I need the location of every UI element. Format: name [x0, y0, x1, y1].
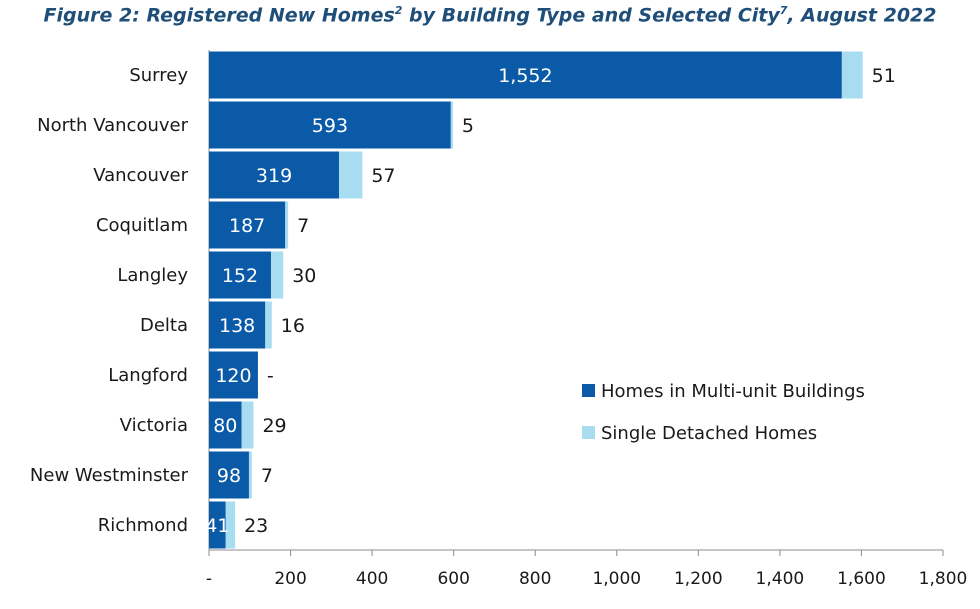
x-tick-label-1200: 1,200 [674, 569, 723, 589]
title-part-1: Figure 2: Registered New Homes [43, 4, 395, 27]
bar-single-detached-vancouver [339, 151, 363, 199]
category-label-victoria: Victoria [120, 415, 188, 436]
data-label-multi-unit-vancouver: 319 [256, 165, 292, 187]
title-part-3: , August 2022 [787, 4, 937, 27]
bar-single-detached-coquitlam [285, 201, 289, 249]
x-tick-label-1000: 1,000 [592, 569, 641, 589]
x-tick-label-1800: 1,800 [919, 569, 968, 589]
bar-multi-unit-coquitlam [209, 201, 286, 249]
data-label-multi-unit-coquitlam: 187 [229, 215, 265, 237]
data-label-multi-unit-new-westminster: 98 [217, 465, 241, 487]
category-label-vancouver: Vancouver [93, 165, 188, 186]
title-part-2: by Building Type and Selected City [402, 4, 780, 27]
bar-multi-unit-langley [209, 251, 271, 299]
data-label-multi-unit-richmond: 41 [205, 515, 229, 537]
legend-label-single-detached: Single Detached Homes [601, 423, 817, 444]
bar-multi-unit-surrey [209, 51, 842, 99]
category-label-delta: Delta [140, 315, 188, 336]
bar-single-detached-langley [270, 251, 284, 299]
legend-label-multi-unit: Homes in Multi-unit Buildings [601, 381, 865, 402]
x-tick-label-400: 400 [356, 569, 388, 589]
chart-title: Figure 2: Registered New Homes2 by Build… [0, 4, 980, 26]
category-label-surrey: Surrey [129, 65, 188, 86]
bar-multi-unit-delta [209, 301, 266, 349]
title-footnote-2: 7 [779, 4, 788, 17]
legend-swatch-multi-unit [582, 384, 595, 397]
data-label-single-detached-surrey: 51 [872, 65, 896, 87]
x-tick-label-1600: 1,600 [837, 569, 886, 589]
x-tick-label-600: 600 [437, 569, 469, 589]
data-label-multi-unit-north-vancouver: 593 [312, 115, 348, 137]
bar-multi-unit-north-vancouver [209, 101, 451, 149]
bar-single-detached-surrey [841, 51, 863, 99]
data-label-multi-unit-langley: 152 [222, 265, 258, 287]
data-label-single-detached-richmond: 23 [244, 515, 268, 537]
bar-single-detached-delta [265, 301, 272, 349]
data-label-single-detached-new-westminster: 7 [261, 465, 273, 487]
category-label-richmond: Richmond [98, 515, 188, 536]
bar-multi-unit-vancouver [209, 151, 340, 199]
data-label-multi-unit-langford: 120 [215, 365, 251, 387]
category-label-langford: Langford [108, 365, 188, 386]
x-tick-label-200: 200 [274, 569, 306, 589]
category-label-langley: Langley [117, 265, 188, 286]
data-label-multi-unit-victoria: 80 [213, 415, 237, 437]
data-label-single-detached-langford: - [267, 365, 274, 387]
data-label-single-detached-delta: 16 [281, 315, 305, 337]
data-label-single-detached-vancouver: 57 [371, 165, 395, 187]
data-label-multi-unit-surrey: 1,552 [498, 65, 552, 87]
bar-multi-unit-new-westminster [209, 451, 249, 499]
x-tick-label-0: - [206, 569, 212, 589]
data-label-single-detached-victoria: 29 [262, 415, 286, 437]
bar-multi-unit-victoria [209, 401, 242, 449]
category-label-new-westminster: New Westminster [30, 465, 189, 486]
title-footnote-1: 2 [394, 4, 403, 17]
category-label-north-vancouver: North Vancouver [37, 115, 188, 136]
bar-single-detached-north-vancouver [450, 101, 453, 149]
bar-single-detached-victoria [241, 401, 254, 449]
data-label-single-detached-langley: 30 [292, 265, 316, 287]
bar-single-detached-richmond [225, 501, 236, 549]
data-label-single-detached-coquitlam: 7 [297, 215, 309, 237]
bar-single-detached-new-westminster [248, 451, 252, 499]
x-tick-label-800: 800 [519, 569, 551, 589]
legend-swatch-single-detached [582, 426, 595, 439]
bar-multi-unit-richmond [209, 501, 226, 549]
x-tick-label-1400: 1,400 [756, 569, 805, 589]
data-label-single-detached-north-vancouver: 5 [462, 115, 474, 137]
data-label-multi-unit-delta: 138 [219, 315, 255, 337]
category-label-coquitlam: Coquitlam [96, 215, 188, 236]
bar-multi-unit-langford [209, 351, 258, 399]
